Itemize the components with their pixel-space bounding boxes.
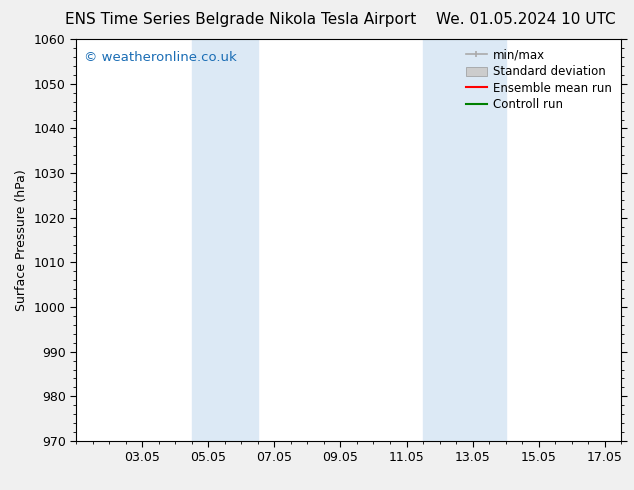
Y-axis label: Surface Pressure (hPa): Surface Pressure (hPa) — [15, 169, 29, 311]
Text: ENS Time Series Belgrade Nikola Tesla Airport: ENS Time Series Belgrade Nikola Tesla Ai… — [65, 12, 417, 27]
Legend: min/max, Standard deviation, Ensemble mean run, Controll run: min/max, Standard deviation, Ensemble me… — [462, 45, 616, 115]
Bar — [423, 39, 506, 441]
Bar — [191, 39, 258, 441]
Text: We. 01.05.2024 10 UTC: We. 01.05.2024 10 UTC — [436, 12, 616, 27]
Text: © weatheronline.co.uk: © weatheronline.co.uk — [84, 51, 237, 64]
